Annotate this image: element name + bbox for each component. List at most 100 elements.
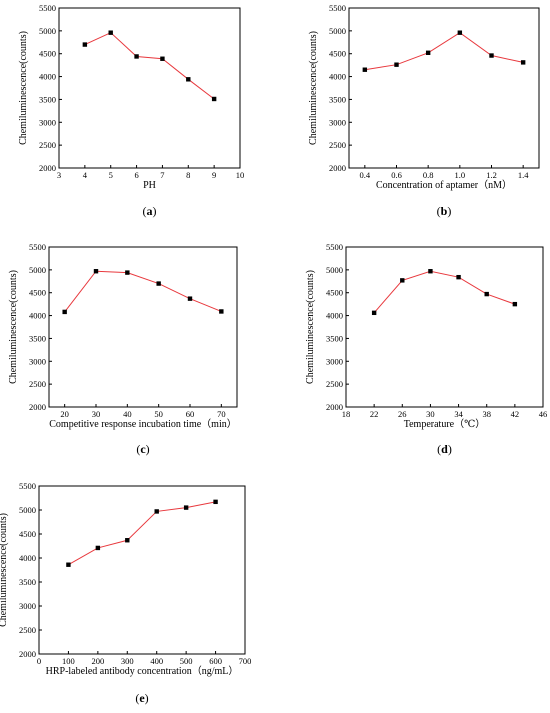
chart-panel-4: 2000 2500 3000 3500 4000 4500 5000 5500 18 22 26 30… bbox=[305, 242, 547, 456]
y-tick-label: 4500 bbox=[329, 49, 346, 59]
x-tick-label: 34 bbox=[454, 409, 463, 419]
data-point bbox=[186, 77, 191, 82]
y-tick-label: 3000 bbox=[39, 117, 56, 127]
x-tick-label: 1.0 bbox=[455, 170, 466, 180]
y-tick-label: 4000 bbox=[39, 72, 56, 82]
y-tick-label: 5500 bbox=[326, 242, 343, 252]
x-tick-label: 200 bbox=[91, 656, 104, 666]
y-tick-label: 3500 bbox=[19, 577, 36, 587]
y-axis-label: Chemiluminescence(counts) bbox=[8, 270, 19, 384]
y-tick-label: 2500 bbox=[39, 140, 56, 150]
x-tick-label: 60 bbox=[186, 409, 195, 419]
y-tick-label: 4000 bbox=[326, 311, 343, 321]
x-tick-label: 1.4 bbox=[518, 170, 529, 180]
series-line bbox=[373, 270, 516, 314]
y-tick-label: 5500 bbox=[329, 3, 346, 13]
data-point bbox=[160, 56, 165, 61]
y-tick-label: 3000 bbox=[29, 356, 46, 366]
data-point bbox=[154, 509, 159, 514]
x-tick-label: 18 bbox=[342, 409, 351, 419]
series-line bbox=[364, 32, 524, 71]
data-point bbox=[484, 291, 489, 297]
y-tick-label: 5000 bbox=[329, 26, 346, 36]
x-tick-label: 30 bbox=[92, 409, 101, 419]
x-tick-label: 10 bbox=[236, 170, 245, 180]
plot-frame bbox=[48, 246, 238, 408]
x-tick-label: 8 bbox=[186, 170, 190, 180]
x-tick-label: 9 bbox=[212, 170, 216, 180]
x-tick-label: 0.8 bbox=[423, 170, 434, 180]
data-point bbox=[489, 53, 494, 58]
y-tick-label: 2000 bbox=[19, 649, 36, 659]
chart-panel-5: 2000 2500 3000 3500 4000 4500 5000 5500 0 100 200 3… bbox=[0, 481, 251, 705]
y-tick-label: 2500 bbox=[329, 140, 346, 150]
series-line bbox=[84, 32, 215, 100]
y-tick-label: 5000 bbox=[29, 265, 46, 275]
x-tick-label: 0 bbox=[37, 656, 41, 666]
y-tick-label: 5500 bbox=[39, 3, 56, 13]
y-tick-label: 5000 bbox=[19, 505, 36, 515]
data-point bbox=[125, 270, 130, 275]
y-tick-label: 5000 bbox=[326, 265, 343, 275]
y-tick-label: 4500 bbox=[29, 288, 46, 298]
x-tick-label: 600 bbox=[209, 656, 222, 666]
x-tick-label: 100 bbox=[62, 656, 75, 666]
data-point bbox=[82, 42, 88, 47]
y-tick-label: 2000 bbox=[329, 163, 346, 173]
x-tick-label: 400 bbox=[150, 656, 163, 666]
data-point bbox=[219, 309, 224, 314]
data-point bbox=[93, 269, 99, 274]
panel-caption: (e) bbox=[135, 691, 148, 705]
y-tick-label: 2000 bbox=[29, 402, 46, 412]
y-tick-label: 2500 bbox=[326, 379, 343, 389]
y-axis-label: Chemiluminescence(counts) bbox=[0, 513, 9, 627]
data-point bbox=[362, 67, 368, 72]
chart-panel-1: 2000 2500 3000 3500 4000 4500 5000 5500 3 4 5 6 7 8 9 1… bbox=[18, 3, 244, 218]
x-axis-label: Competitive response incubation time（min… bbox=[49, 418, 236, 430]
x-tick-label: 20 bbox=[60, 409, 69, 419]
data-point bbox=[428, 269, 433, 274]
x-tick-label: 3 bbox=[57, 170, 61, 180]
x-tick-label: 46 bbox=[539, 409, 548, 419]
data-point bbox=[187, 296, 193, 301]
y-tick-label: 4000 bbox=[29, 311, 46, 321]
x-axis-label: HRP-labeled antibody concentration（ng/mL… bbox=[46, 665, 239, 677]
x-tick-label: 700 bbox=[239, 656, 252, 666]
x-axis-label: PH bbox=[143, 180, 156, 191]
x-tick-label: 26 bbox=[398, 409, 407, 419]
x-axis-label: Concentration of aptamer（nM） bbox=[376, 179, 512, 191]
y-tick-label: 4500 bbox=[39, 49, 56, 59]
data-point bbox=[156, 281, 161, 286]
y-tick-label: 3000 bbox=[326, 356, 343, 366]
panel-caption: (a) bbox=[143, 204, 157, 218]
y-tick-label: 2500 bbox=[29, 379, 46, 389]
y-tick-label: 3500 bbox=[39, 94, 56, 104]
x-tick-label: 40 bbox=[123, 409, 132, 419]
y-tick-label: 5500 bbox=[19, 481, 36, 491]
y-axis-label: Chemiluminescence(counts) bbox=[18, 31, 29, 145]
data-point bbox=[66, 562, 71, 567]
series-line bbox=[68, 501, 216, 566]
x-tick-label: 70 bbox=[217, 409, 226, 419]
data-point bbox=[512, 301, 518, 307]
y-tick-label: 2000 bbox=[39, 163, 56, 173]
data-point bbox=[125, 538, 130, 543]
panel-caption: (b) bbox=[437, 204, 452, 218]
y-tick-label: 4500 bbox=[19, 529, 36, 539]
data-point bbox=[183, 505, 189, 510]
x-tick-label: 4 bbox=[83, 170, 88, 180]
data-point bbox=[95, 545, 101, 551]
panel-caption: (d) bbox=[437, 442, 452, 456]
y-tick-label: 5000 bbox=[39, 26, 56, 36]
plot-frame bbox=[38, 485, 246, 655]
data-point bbox=[400, 278, 405, 283]
y-tick-label: 3500 bbox=[29, 333, 46, 343]
y-tick-label: 5500 bbox=[29, 242, 46, 252]
y-tick-label: 4000 bbox=[19, 553, 36, 563]
y-tick-label: 3500 bbox=[329, 94, 346, 104]
x-tick-label: 42 bbox=[511, 409, 520, 419]
data-point bbox=[520, 60, 526, 65]
data-point bbox=[394, 62, 399, 67]
data-point bbox=[62, 309, 67, 315]
x-axis-label: Temperature（℃） bbox=[404, 418, 486, 430]
